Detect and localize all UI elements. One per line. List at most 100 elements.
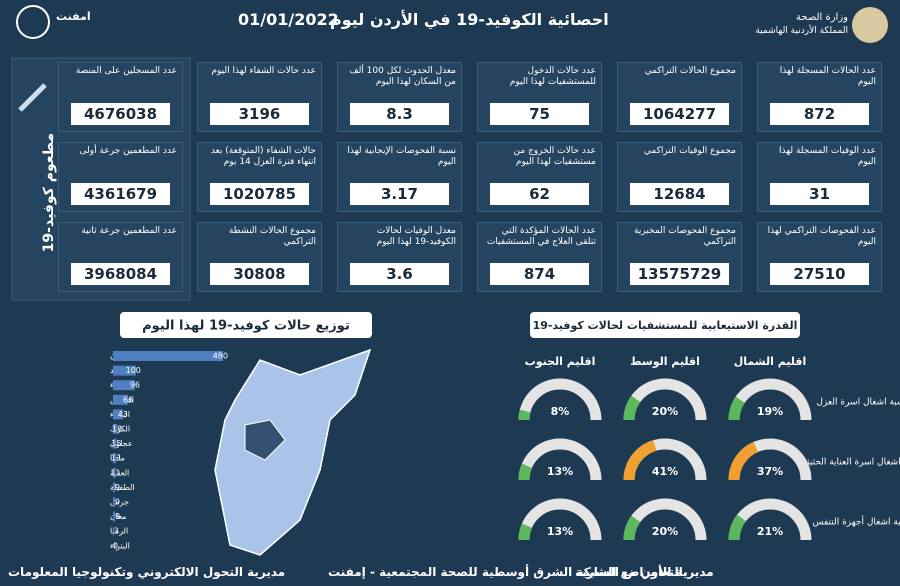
category-label: العقبة [110,468,129,477]
gauge-chart-title: القدرة الاستيعابية للمستشفيات لحالات كوف… [533,319,798,332]
stat-value: 874 [490,263,589,285]
stat-value: 8.3 [350,103,449,125]
gauge-value: 13% [547,525,573,538]
vaccine-title: مطعوم كوفيد-19 [41,133,57,253]
bar [113,511,116,522]
value-label: 3 [114,527,119,536]
bar-title-box [120,312,372,338]
category-label: الرمثا [110,527,128,536]
gauge-track [518,498,602,541]
amman-region [244,419,286,461]
value-label: 9 [115,512,120,521]
stat-label: مجموع الفحوصات المخبرية التراكمي [634,226,736,247]
gauge-value: 20% [652,525,678,538]
gauge-fill [518,463,533,481]
bar [113,482,116,493]
jordan-map [214,348,372,556]
value-label: 43 [118,410,128,419]
stat-label: عدد الوفيات المسجلة لهذا اليوم [778,146,876,167]
gauge-value: 37% [757,465,783,478]
bar-chart-title: توزيع حالات كوفيد-19 لهذا اليوم [142,319,350,334]
stat-value: 27510 [770,263,869,285]
title: احصائية الكوفيد-19 في الأردن ليوم [330,10,609,29]
stat-tile: عدد الحالات المؤكدة التي تتلقى العلاج في… [477,222,602,292]
stat-tile: عدد الحالات المسجلة لهذا اليوم 872 [757,62,882,132]
stat-label: معدل الحدوث لكل 100 ألف من السكان لهذا ا… [349,66,456,87]
date: 01/01/2022 [238,10,339,29]
stat-label: مجموع الحالات التراكمي [644,66,736,76]
stat-value: 75 [490,103,589,125]
category-label: الطفيلة [110,483,135,492]
value-label: 96 [130,381,140,390]
bar [113,351,223,361]
stat-tile: مجموع الوفيات التراكمي 12684 [617,142,742,212]
stat-value: 12684 [630,183,729,205]
category-label: البتراء [110,541,130,550]
gauge-value: 41% [652,465,678,478]
stat-label: عدد حالات الخروج من مستشفيات لهذا اليوم [513,146,596,167]
value-label: 15 [111,439,121,448]
gauge-track [518,378,602,421]
stat-label: حالات الشفاء (المتوقعة) بعد انتهاء فترة … [210,146,316,167]
stat-value: 3196 [210,103,309,125]
bar [113,467,116,478]
category-label: معان [110,512,126,521]
category-label: جرش [110,498,129,507]
category-label: مادبا [110,454,125,463]
gauge-value: 8% [551,405,570,418]
stat-value: 872 [770,103,869,125]
stat-label: مجموع الوفيات التراكمي [643,146,736,156]
gauge-fill [623,395,641,421]
stat-tile: مجموع الفحوصات المخبرية التراكمي 13575729 [617,222,742,292]
value-label: 66 [123,395,133,404]
stat-label: مجموع الحالات النشطة التراكمي [228,226,316,247]
bar [113,409,123,420]
vaccine-label: عدد المسجلين على المنصة [75,66,177,76]
gauge-value: 20% [652,405,678,418]
logo-name: امفنت [56,10,91,23]
value-label: 480 [213,352,228,361]
bar [113,453,116,464]
stat-tile: عدد حالات الشفاء لهذا اليوم 3196 [197,62,322,132]
kingdom: المملكة الأردنية الهاشمية [755,26,848,36]
vaccine-tile: عدد المسجلين على المنصة 4676038 [58,62,183,132]
stat-tile: مجموع الحالات النشطة التراكمي 30808 [197,222,322,292]
stat-value: 30808 [210,263,309,285]
gauge-value: 13% [547,465,573,478]
bar [113,424,118,434]
vaccine-value: 4361679 [71,183,170,205]
vaccine-label: عدد المطعمين جرعة ثانية [81,226,177,236]
vaccine-value: 3968084 [71,263,170,285]
stat-value: 13575729 [630,263,729,285]
gauge-fill [623,515,641,541]
stat-label: عدد الحالات المؤكدة التي تتلقى العلاج في… [486,226,596,247]
stat-label: عدد حالات الدخول للمستشفيات لهذا اليوم [509,66,596,87]
bar [113,438,117,449]
syringe-icon [18,83,47,112]
stat-tile: مجموع الحالات التراكمي 1064277 [617,62,742,132]
value-label: 9 [115,483,120,492]
footer-center: بالتعاون مع الشبكة الشرق أوسطية للصحة ال… [328,565,688,579]
bar [113,394,129,405]
stat-value: 31 [770,183,869,205]
vaccine-tile: عدد المطعمين جرعة ثانية 3968084 [58,222,183,292]
stat-label: نسبة الفحوصات الإيجابية لهذا اليوم [347,146,456,167]
stat-tile: معدل الوفيات لحالات الكوفيد-19 لهذا اليو… [337,222,462,292]
value-label: 13 [111,454,121,463]
vaccine-value: 4676038 [71,103,170,125]
footer-right: مديرية الأمراض السارية [575,565,714,579]
gauge-fill [728,441,759,481]
ministry: وزارة الصحة [796,12,848,23]
bar [113,497,116,507]
value-label: 0 [113,541,118,550]
gauge-fill [623,440,657,481]
stat-tile: معدل الحدوث لكل 100 ألف من السكان لهذا ا… [337,62,462,132]
stat-tile: حالات الشفاء (المتوقعة) بعد انتهاء فترة … [197,142,322,212]
stat-tile: عدد الوفيات المسجلة لهذا اليوم 31 [757,142,882,212]
bar [113,526,114,537]
stat-tile: نسبة الفحوصات الإيجابية لهذا اليوم 3.17 [337,142,462,212]
stat-label: معدل الوفيات لحالات الكوفيد-19 لهذا اليو… [376,226,456,247]
category-label: عجلون [110,439,133,448]
gauge-value: 21% [757,525,783,538]
gauge-fill [518,523,533,541]
